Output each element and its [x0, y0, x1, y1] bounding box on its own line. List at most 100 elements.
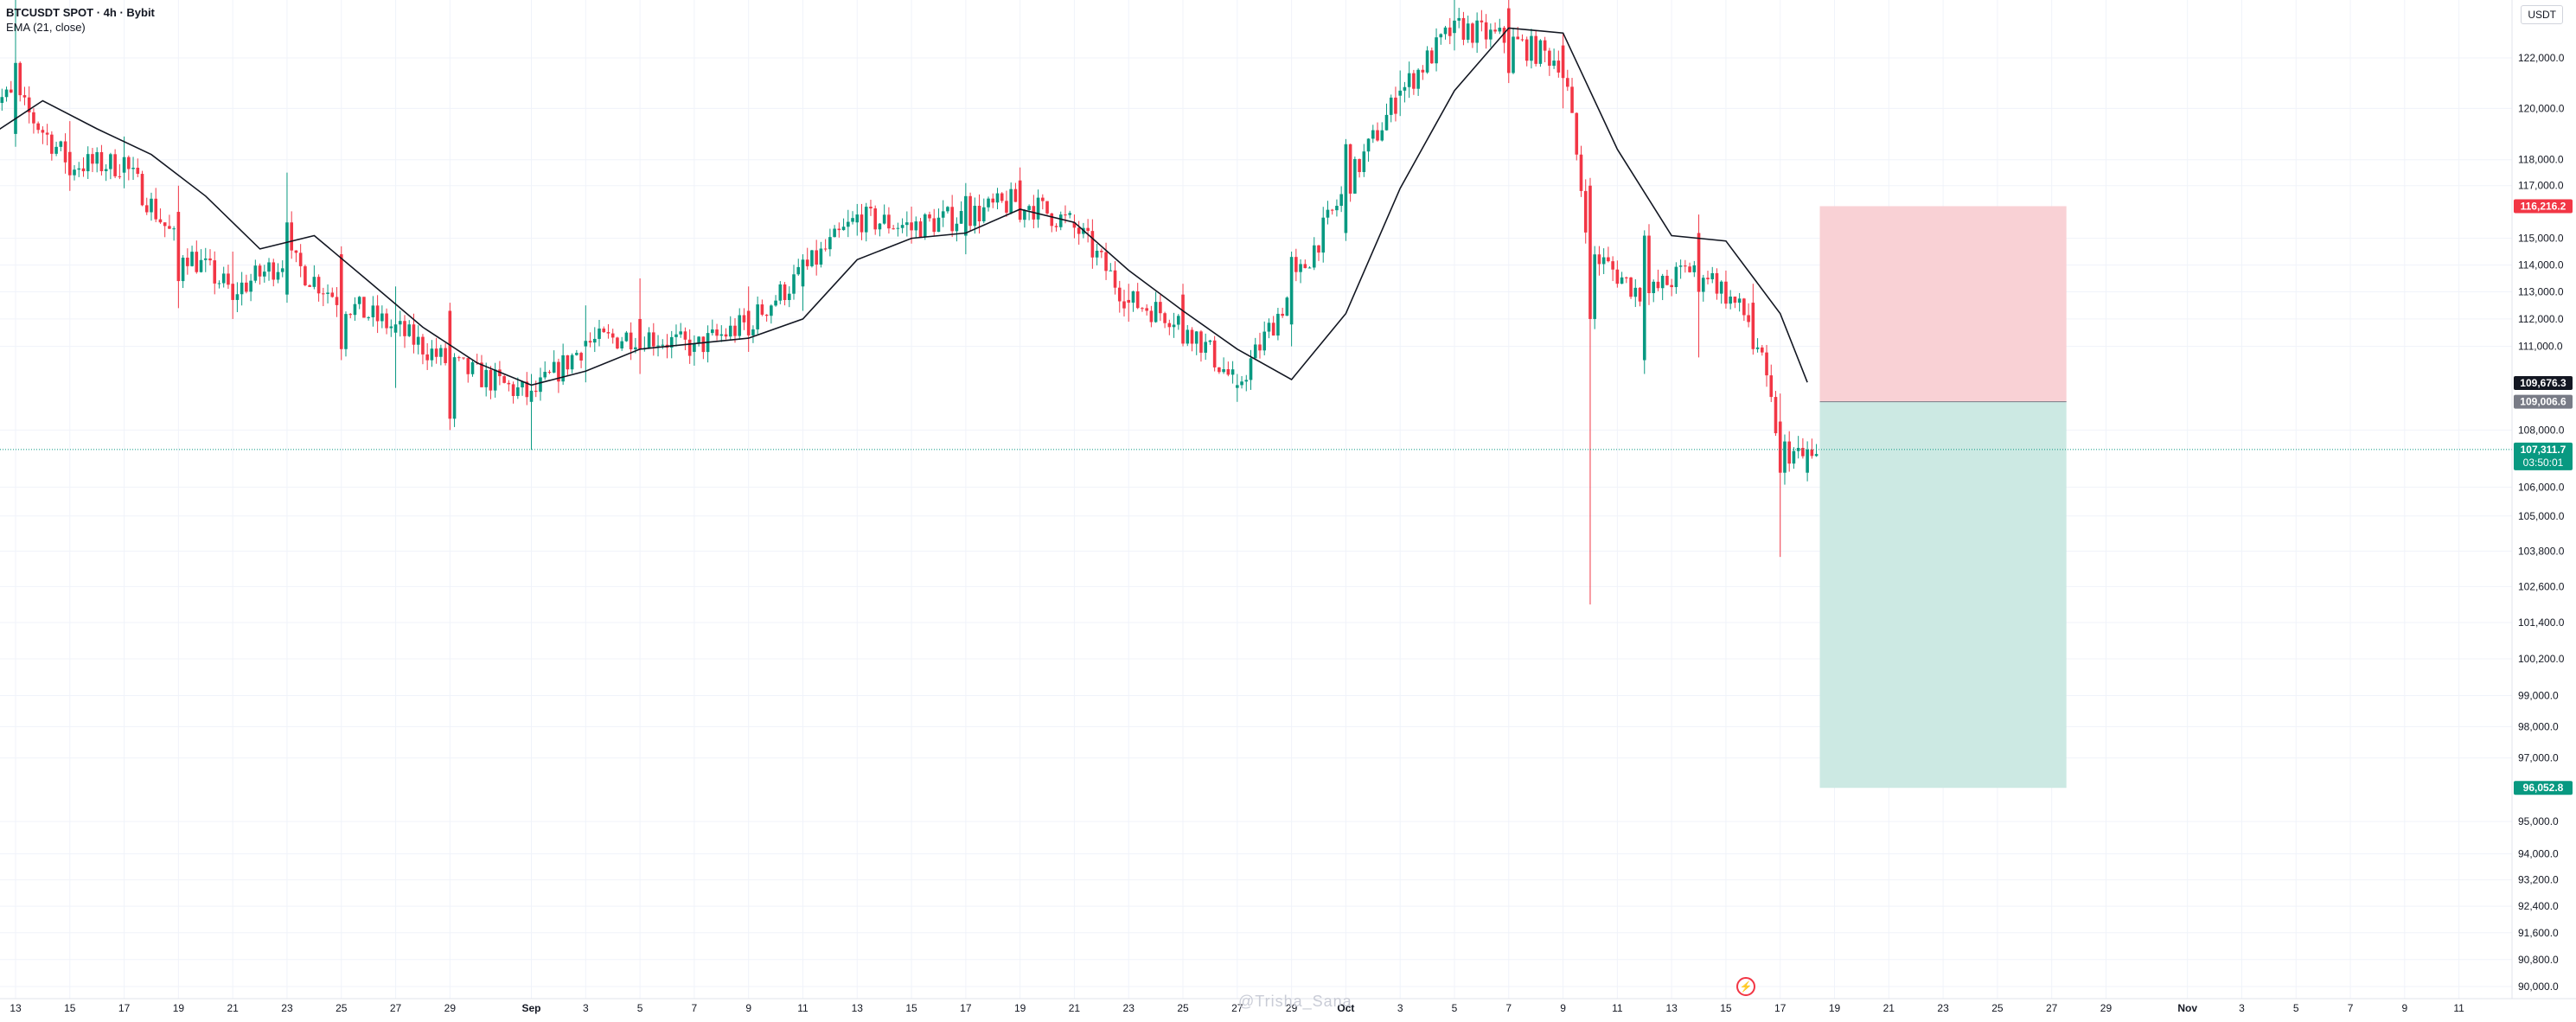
candle-body [1104, 252, 1108, 271]
candle-body [172, 228, 176, 230]
candle-body [1335, 206, 1339, 211]
candle-body [1597, 254, 1601, 265]
last-label-bg [2514, 442, 2573, 470]
time-tick-label: 11 [2453, 1002, 2464, 1014]
candle-body [1186, 329, 1190, 344]
bar-countdown: 03:50:01 [2523, 457, 2564, 469]
symbol-title[interactable]: BTCUSDT SPOT · 4h · Bybit [6, 6, 155, 19]
candle-body [357, 297, 361, 304]
candle-body [1194, 331, 1199, 344]
candle-body [805, 259, 809, 266]
candle-body [240, 282, 244, 295]
time-tick-label: 3 [583, 1002, 589, 1014]
candle-body [1058, 214, 1063, 227]
candle-body [1556, 61, 1561, 73]
candle-body [1715, 272, 1719, 294]
candle-body [1575, 112, 1579, 155]
currency-unit-button[interactable]: USDT [2521, 5, 2563, 24]
candle-body [285, 222, 289, 295]
candle-body [701, 336, 706, 353]
candle-body [1244, 380, 1249, 382]
candle-body [855, 214, 860, 223]
candle-body [1398, 90, 1402, 96]
long-position-tool[interactable] [1819, 206, 2067, 789]
candle-body [1317, 245, 1320, 253]
candle-body [887, 214, 891, 229]
candle-body [1339, 194, 1343, 207]
candle-body [873, 208, 878, 230]
price-tick-label: 112,000.0 [2518, 313, 2564, 325]
candle-body [661, 344, 665, 346]
price-axis[interactable]: 122,000.0 120,000.0 118,000.0 117,000.0 115,… [2518, 52, 2565, 993]
candle-body [851, 218, 854, 222]
candle-body [1199, 331, 1203, 353]
candle-body [140, 174, 144, 206]
candle-body [711, 329, 714, 334]
time-tick-label: 29 [444, 1002, 457, 1014]
candle-body [516, 387, 520, 396]
time-axis[interactable]: 13 15 17 19 21 23 25 27 29 Sep 3 5 7 9 11 13 15 17 19 21 23 2… [10, 1002, 2464, 1014]
candle-body [724, 334, 728, 337]
time-tick-label: 13 [852, 1002, 864, 1014]
candle-body [280, 268, 284, 272]
time-tick-label: 19 [1829, 1002, 1841, 1014]
candle-body [1570, 86, 1574, 113]
candle-body [412, 324, 416, 345]
candle-body [592, 338, 597, 343]
price-tick-label: 105,000.0 [2518, 510, 2565, 522]
candle-body [728, 325, 732, 337]
candle-body [1303, 264, 1307, 269]
indicator-title[interactable]: EMA (21, close) [6, 21, 86, 34]
time-tick-label: 13 [1665, 1002, 1678, 1014]
price-tick-label: 106,000.0 [2518, 481, 2565, 493]
candle-body [1009, 188, 1013, 213]
time-tick-label: 21 [1883, 1002, 1895, 1014]
candle-body [131, 168, 135, 169]
stop-loss-zone[interactable] [1819, 206, 2067, 402]
candle-body [213, 260, 217, 284]
candle-body [1475, 20, 1479, 43]
candle-body [1480, 20, 1484, 22]
time-tick-label: 9 [2401, 1002, 2407, 1014]
candle-body [511, 384, 515, 396]
candle-body [656, 345, 660, 347]
candle-body [195, 252, 199, 272]
candle-body [1299, 264, 1302, 272]
candle-body [4, 89, 9, 98]
candle-body [168, 226, 171, 229]
candle-body [1036, 197, 1040, 220]
price-tick-label: 91,600.0 [2518, 927, 2559, 939]
candle-body [778, 284, 783, 301]
candle-body [579, 353, 583, 361]
candle-body [150, 198, 153, 213]
time-tick-label: 5 [2293, 1002, 2299, 1014]
candle-body [1737, 298, 1742, 303]
take-profit-zone[interactable] [1819, 401, 2067, 789]
candle-body [1330, 209, 1334, 211]
lightning-icon[interactable]: ⚡ [1736, 977, 1755, 996]
candle-body [1394, 97, 1397, 114]
candle-body [566, 355, 570, 370]
candle-body [462, 357, 465, 359]
candle-body [367, 316, 370, 318]
candle-body [118, 176, 122, 177]
candle-body [54, 146, 58, 154]
candle-body [1534, 35, 1537, 64]
candle-body [1271, 323, 1275, 336]
candle-body [312, 277, 316, 287]
candle-body [719, 334, 724, 336]
time-tick-label: 23 [1123, 1002, 1135, 1014]
candle-body [1652, 281, 1656, 294]
candle-body [1769, 375, 1774, 398]
stop-label-bg [2514, 199, 2573, 214]
candle-body [493, 369, 497, 391]
candle-body [1760, 347, 1764, 353]
candle-body [81, 168, 86, 172]
candle-body [896, 227, 900, 229]
candle-body [847, 221, 850, 227]
candle-body [1027, 206, 1031, 210]
candle-body [308, 284, 311, 287]
candle-body [588, 341, 592, 343]
candle-body [1208, 340, 1212, 342]
